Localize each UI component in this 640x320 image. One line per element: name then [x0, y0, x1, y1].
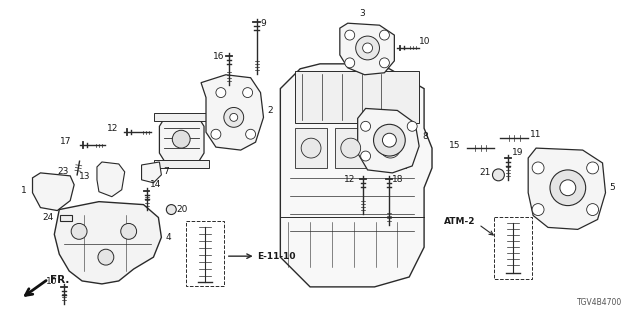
Circle shape: [246, 129, 255, 139]
Text: 10: 10: [46, 277, 58, 286]
Text: E-11-10: E-11-10: [257, 252, 296, 261]
Circle shape: [407, 121, 417, 131]
Text: 14: 14: [150, 180, 161, 189]
Polygon shape: [528, 148, 605, 229]
Polygon shape: [141, 162, 161, 183]
Circle shape: [383, 133, 396, 147]
Text: 10: 10: [419, 36, 431, 45]
Text: 13: 13: [79, 172, 91, 181]
Text: ATM-2: ATM-2: [444, 217, 476, 226]
Circle shape: [560, 180, 576, 196]
Circle shape: [532, 204, 544, 215]
Circle shape: [345, 58, 355, 68]
Polygon shape: [358, 108, 419, 173]
Circle shape: [341, 138, 361, 158]
Circle shape: [172, 130, 190, 148]
Text: TGV4B4700: TGV4B4700: [577, 298, 622, 307]
Polygon shape: [54, 202, 161, 284]
Polygon shape: [60, 214, 72, 221]
Text: 21: 21: [479, 168, 491, 177]
Text: 12: 12: [107, 124, 118, 133]
Circle shape: [301, 138, 321, 158]
Circle shape: [361, 121, 371, 131]
Circle shape: [224, 108, 244, 127]
Text: FR.: FR.: [51, 275, 70, 285]
Text: 15: 15: [449, 140, 460, 150]
Text: 19: 19: [512, 148, 524, 156]
Polygon shape: [33, 173, 74, 211]
Text: 8: 8: [422, 132, 428, 141]
Circle shape: [345, 30, 355, 40]
Circle shape: [121, 223, 136, 239]
Circle shape: [361, 151, 371, 161]
Bar: [495, 218, 532, 279]
Circle shape: [166, 204, 176, 214]
Circle shape: [374, 124, 405, 156]
Circle shape: [98, 249, 114, 265]
Text: 1: 1: [20, 186, 26, 195]
Polygon shape: [159, 118, 204, 161]
Text: 18: 18: [392, 175, 404, 184]
Text: 17: 17: [60, 137, 72, 146]
Bar: [295, 128, 327, 168]
Polygon shape: [154, 160, 209, 168]
Circle shape: [550, 170, 586, 206]
Circle shape: [493, 169, 504, 181]
Polygon shape: [340, 23, 394, 75]
Circle shape: [587, 204, 598, 215]
Text: 4: 4: [165, 233, 171, 242]
Text: 16: 16: [213, 52, 225, 61]
Polygon shape: [280, 64, 432, 287]
Text: 3: 3: [360, 9, 365, 18]
Circle shape: [532, 162, 544, 174]
Text: 2: 2: [268, 106, 273, 115]
Circle shape: [363, 43, 372, 53]
Circle shape: [211, 129, 221, 139]
Circle shape: [380, 138, 400, 158]
Circle shape: [380, 58, 389, 68]
Circle shape: [216, 88, 226, 98]
Polygon shape: [295, 71, 419, 123]
Text: 9: 9: [260, 19, 266, 28]
Bar: [335, 128, 367, 168]
Polygon shape: [201, 75, 264, 150]
Polygon shape: [154, 113, 209, 121]
Circle shape: [356, 36, 380, 60]
Circle shape: [587, 162, 598, 174]
Text: 11: 11: [530, 130, 541, 139]
Circle shape: [243, 88, 253, 98]
Text: 12: 12: [344, 175, 355, 184]
Text: 23: 23: [58, 167, 68, 176]
Polygon shape: [97, 162, 125, 197]
Text: 20: 20: [176, 205, 188, 214]
Text: 24: 24: [42, 213, 54, 222]
Circle shape: [71, 223, 87, 239]
Text: 7: 7: [163, 167, 169, 176]
Bar: [374, 128, 406, 168]
Circle shape: [230, 113, 237, 121]
Circle shape: [380, 30, 389, 40]
Bar: [186, 221, 224, 286]
Text: 5: 5: [609, 183, 615, 192]
